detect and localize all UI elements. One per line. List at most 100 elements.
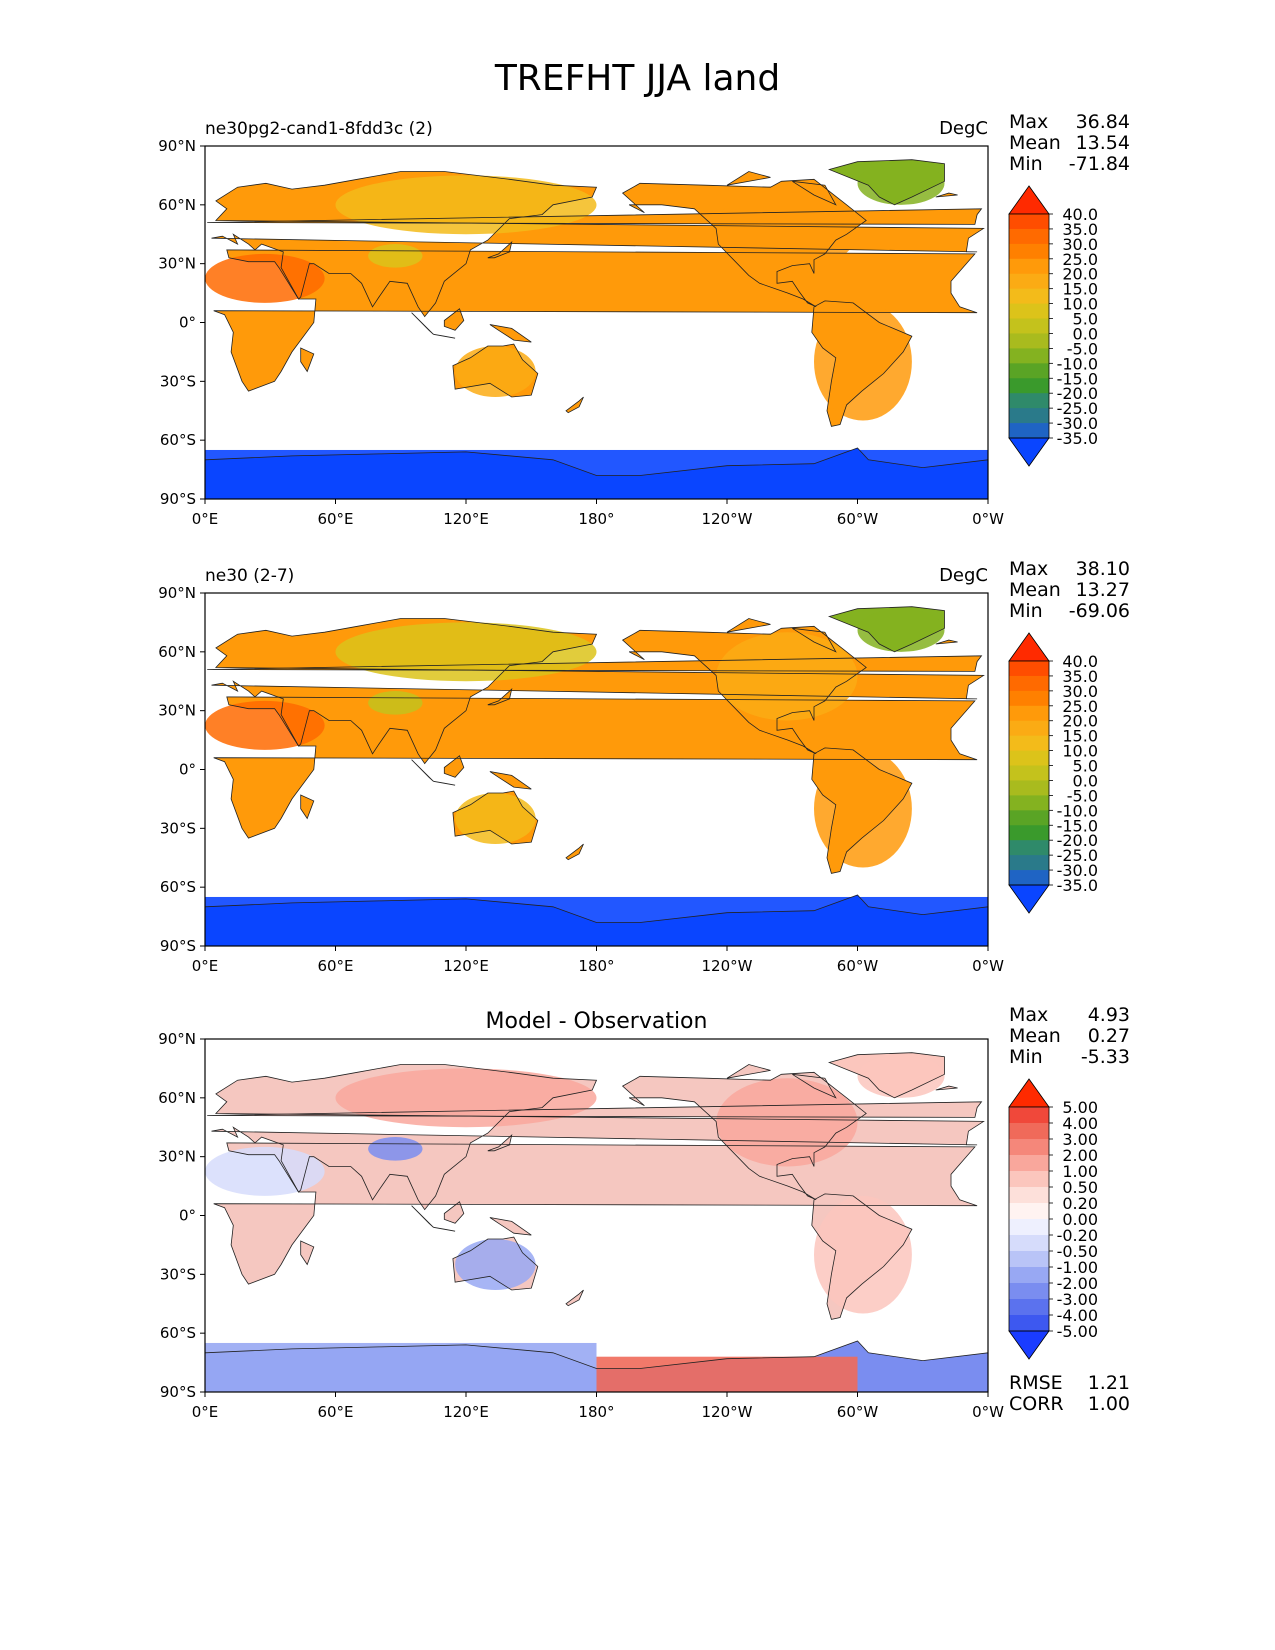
panel-2-xtick-label: 120°W <box>702 957 753 975</box>
panel-2-colorbar-swatch <box>1009 780 1049 796</box>
panel-2-colorbar-label: -5.0 <box>1067 786 1098 805</box>
panel-2-coastline <box>487 687 513 706</box>
panel-3-coastline <box>792 1073 837 1099</box>
panel-3-colorbar-swatch <box>1009 1251 1049 1268</box>
panel-2-map <box>205 606 988 946</box>
panel-1-coastline <box>205 447 988 499</box>
panel-3-xtick-label: 0°W <box>972 1403 1004 1421</box>
panel-2-colorbar-label: -30.0 <box>1057 861 1098 880</box>
panel-3-coastline <box>443 1201 465 1224</box>
rmse-value: 1.21 <box>1088 1372 1130 1394</box>
panel-2-colorbar-label: 0.0 <box>1073 771 1098 790</box>
panel-3-ytick-label: 30°S <box>160 1265 196 1283</box>
panel-3-colorbar-swatch <box>1009 1219 1049 1236</box>
panel-1-region-greenland <box>857 161 945 205</box>
panel-2-colorbar-label: -25.0 <box>1057 846 1098 865</box>
panel-3-coastline <box>211 1064 985 1211</box>
panel-3-colorbar-label: 1.00 <box>1062 1162 1098 1181</box>
panel-2-region-tibet <box>368 691 423 715</box>
panel-3-map <box>205 1052 988 1392</box>
panel-3-stat-value: -5.33 <box>1081 1046 1130 1068</box>
panel-2-ytick-label: 60°S <box>160 878 196 896</box>
panel-2-region-australia <box>455 793 536 845</box>
panel-2-colorbar-label: -15.0 <box>1057 816 1098 835</box>
panel-3-coastline <box>726 1064 771 1079</box>
panel-3-colorbar-swatch <box>1009 1235 1049 1252</box>
panel-1-colorbar-label: 35.0 <box>1062 220 1098 239</box>
panel-3-island <box>444 1201 464 1224</box>
panel-2-xtick-label: 0°W <box>972 957 1004 975</box>
panel-2-colorbar-swatch <box>1009 765 1049 781</box>
panel-1-colorbar-label: -5.0 <box>1067 339 1098 358</box>
panel-2-colorbar-label: -20.0 <box>1057 831 1098 850</box>
panel-2-coastline <box>300 794 315 820</box>
panel-2-colorbar-label: -35.0 <box>1057 876 1098 895</box>
panel-1-coastline <box>211 171 985 318</box>
panel-3-colorbar-swatch <box>1009 1299 1049 1316</box>
panel-3-colorbar-label: 3.00 <box>1062 1130 1098 1149</box>
panel-2-coastline <box>411 759 434 782</box>
panel-3-stat-value: 4.93 <box>1088 1004 1130 1026</box>
panel-2-units: DegC <box>939 565 988 586</box>
panel-1-colorbar-label: -20.0 <box>1057 384 1098 403</box>
panel-1-stat-label: Max <box>1009 111 1048 133</box>
panel-1-region-north-america <box>716 185 858 274</box>
panel-2-region-sahara <box>205 700 325 750</box>
panel-2-island <box>489 771 532 790</box>
panel-1-stat-label: Mean <box>1009 132 1061 154</box>
panel-1-colorbar-label: -10.0 <box>1057 354 1098 373</box>
panel-2-stat-value: -69.06 <box>1069 600 1130 622</box>
figure-title: TREFHT JJA land <box>494 58 781 99</box>
panel-1-colorbar-frame <box>1008 213 1050 439</box>
panel-1-colorbar-swatch <box>1009 378 1049 394</box>
panel-3-region-north-america <box>716 1078 858 1167</box>
panel-3-ytick-label: 90°S <box>160 1383 196 1401</box>
panel-2-island <box>300 795 314 819</box>
panel-1-coastline <box>433 333 456 339</box>
panel-1-colorbar-swatch <box>1009 348 1049 364</box>
panel-1-island <box>444 308 464 331</box>
panel-1-ytick-label: 90°N <box>158 137 196 155</box>
panel-1-colorbar-label: 15.0 <box>1062 280 1098 299</box>
panel-3-colorbar-label: -2.00 <box>1057 1274 1098 1293</box>
panel-1-coastline <box>487 240 513 259</box>
panel-3-colorbar-swatch <box>1009 1155 1049 1172</box>
panel-2-coastline <box>213 696 978 839</box>
panel-3-coastline <box>411 1205 434 1228</box>
panel-2-colorbar-swatch <box>1009 855 1049 871</box>
panel-2-region-south-america <box>814 749 912 868</box>
panel-3-colorbar-label: -0.50 <box>1057 1242 1098 1261</box>
panel-2-colorbar-label: -10.0 <box>1057 801 1098 820</box>
panel-1-colorbar-swatch <box>1009 243 1049 260</box>
panel-1-coastline <box>411 312 434 335</box>
panel-2-colorbar-label: 15.0 <box>1062 727 1098 746</box>
panel-1-colorbar-label: 25.0 <box>1062 250 1098 269</box>
panel-1-coastline <box>935 192 958 198</box>
panel-1-xtick-label: 120°W <box>702 510 753 528</box>
panel-1-coastline <box>726 171 771 186</box>
panel-2-colorbar-swatch <box>1009 825 1049 841</box>
panel-3-xtick-label: 120°E <box>443 1403 489 1421</box>
panel-3-coastline <box>300 1240 315 1266</box>
panel-1-title: ne30pg2-cand1-8fdd3c (2) <box>205 119 433 139</box>
panel-1-colorbar-swatch <box>1009 303 1049 320</box>
panel-3-coastline <box>565 1289 584 1307</box>
panel-3-coastline <box>489 1217 532 1236</box>
panel-3-colorbar-swatch <box>1009 1171 1049 1188</box>
corr-value: 1.00 <box>1088 1393 1130 1415</box>
panel-3-coastline <box>452 1236 539 1291</box>
panel-3-region-siberia <box>335 1068 597 1128</box>
panel-1-coastline <box>443 308 465 331</box>
panel-1-ytick-label: 30°N <box>158 255 196 273</box>
panel-3-region-south-america <box>814 1195 912 1314</box>
panel-1-island <box>487 242 512 258</box>
panel-2-coastline <box>207 655 983 672</box>
panel-1-colorbar-label: -15.0 <box>1057 369 1098 388</box>
panel-3-coastline <box>205 1340 988 1392</box>
panel-2-coastline <box>443 755 465 778</box>
panel-1-colorbar-label: -35.0 <box>1057 429 1098 448</box>
panel-1-ytick-label: 0° <box>179 314 196 332</box>
panel-1-colorbar-swatch <box>1009 288 1049 305</box>
panel-1-island <box>489 324 532 343</box>
